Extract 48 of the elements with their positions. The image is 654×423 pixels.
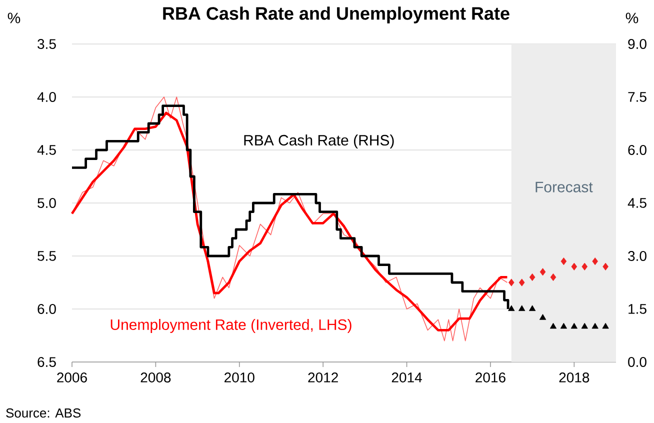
point	[602, 322, 609, 329]
point	[508, 278, 514, 286]
y2-tick-label: 0.0	[628, 357, 646, 367]
point	[582, 262, 588, 270]
y2-tick-label: 1.5	[628, 304, 646, 314]
point	[571, 262, 578, 270]
text: RBA Cash Rate (RHS)	[244, 134, 394, 149]
chart-title: RBA Cash Rate and Unemployment Rate	[163, 6, 510, 24]
y-tick-label: 3.5	[38, 39, 56, 49]
point	[560, 258, 567, 266]
point	[602, 262, 608, 270]
point	[528, 305, 536, 311]
y2-tick-label: 7.5	[628, 92, 646, 102]
point	[581, 322, 588, 329]
point	[592, 258, 598, 266]
point	[592, 322, 598, 329]
y2-axis-title: %	[626, 12, 638, 24]
point	[570, 322, 578, 329]
point	[518, 305, 526, 311]
y-axis-title: %	[8, 12, 20, 24]
point	[508, 305, 515, 311]
y-tick-label: 6.0	[38, 304, 56, 314]
point	[550, 273, 556, 282]
point	[560, 322, 568, 329]
point	[550, 322, 557, 329]
y2-tick-label: 6.0	[628, 145, 646, 155]
point	[539, 314, 546, 320]
x-tick-label: 2012	[308, 372, 338, 382]
y-tick-label: 4.5	[37, 145, 56, 155]
x-tick-label: 2018	[559, 372, 590, 382]
text: Unemployment Rate (Inverted, LHS)	[110, 318, 352, 333]
y-tick-label: 5.0	[38, 198, 56, 208]
y2-tick-label: 3.0	[628, 251, 646, 261]
y2-tick-label: 9.0	[628, 39, 646, 49]
x-tick-label: 2016	[476, 372, 506, 382]
y-tick-label: 4.0	[37, 92, 56, 102]
band-label: Forecast	[536, 182, 593, 192]
point	[540, 268, 546, 276]
x-tick-label: 2010	[224, 372, 254, 382]
source-note: Source: ABS	[6, 408, 81, 418]
x-tick-label: 2014	[392, 372, 422, 382]
y-tick-label: 5.5	[38, 251, 56, 261]
x-tick-label: 2008	[140, 372, 171, 382]
y2-tick-label: 4.5	[628, 198, 646, 208]
y-tick-label: 6.5	[38, 357, 56, 367]
point	[518, 278, 525, 286]
point	[529, 273, 536, 282]
x-tick-label: 2006	[57, 372, 87, 382]
